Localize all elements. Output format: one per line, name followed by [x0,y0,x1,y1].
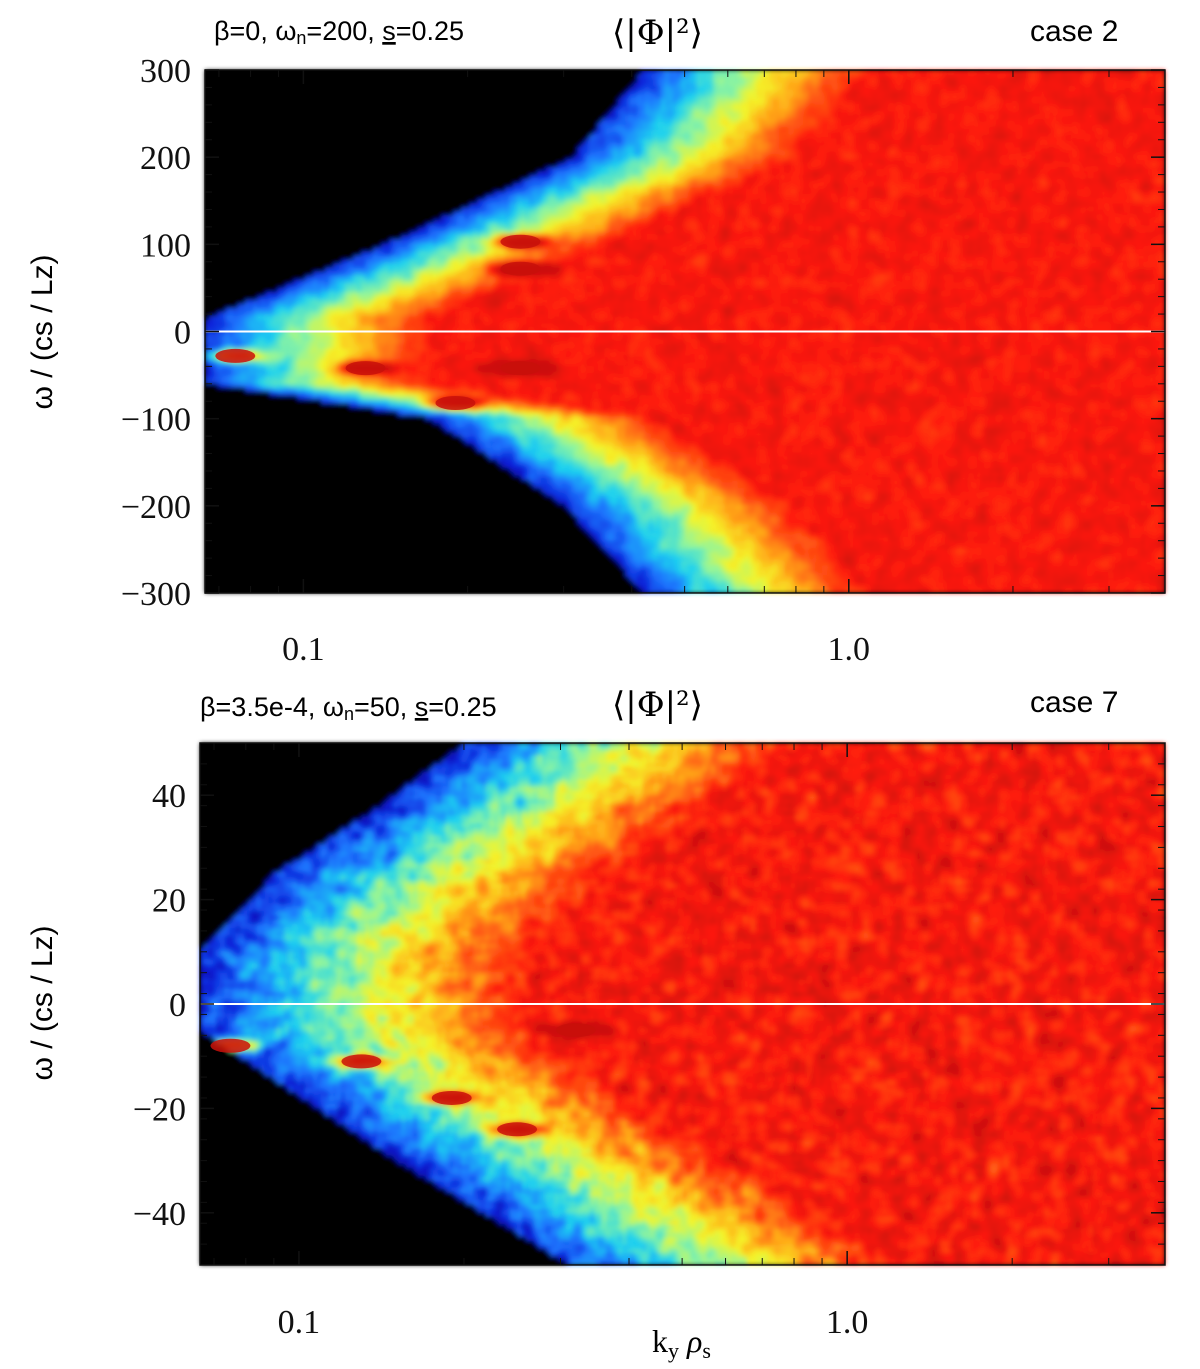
x-tick-label: 1.0 [826,1304,869,1341]
x-tick-label: 0.1 [282,631,325,668]
spectral-peak [215,348,256,363]
y-tick-label: −300 [121,576,191,613]
y-tick-label: 0 [174,315,191,352]
y-tick-label: −40 [133,1196,186,1233]
panel-2-quantity: ⟨|Φ|²⟩ [612,685,703,725]
panel-2-plot-area [200,743,1165,1265]
panel-2-case-label: case 7 [1030,686,1118,719]
x-tick-label: 1.0 [828,631,871,668]
panel-1-case-label: case 2 [1030,15,1118,48]
spectral-peak [500,234,541,249]
x-tick-label: 0.1 [278,1304,321,1341]
panel-1-quantity: ⟨|Φ|²⟩ [612,13,703,53]
spectral-peak [555,1023,596,1038]
spectral-peak [345,361,386,376]
y-tick-label: 40 [152,778,186,815]
spectral-peak [500,361,541,376]
y-tick-label: 200 [140,140,191,177]
panel-1-ylabel: ω / (cs / Lz) [26,254,59,409]
panel-case-2: β=0, ωn=200, s=0.25 ⟨|Φ|²⟩ case 2 ω / (c… [26,13,1166,668]
panel-case-7: β=3.5e-4, ωn=50, s=0.25 ⟨|Φ|²⟩ case 7 ω … [26,685,1166,1363]
panel-2-header: β=3.5e-4, ωn=50, s=0.25 [200,692,497,724]
panel-2-ylabel: ω / (cs / Lz) [26,925,59,1080]
panel-1-plot-area [205,70,1165,593]
y-tick-label: 20 [152,883,186,920]
spectral-peak [431,1090,472,1105]
panel-2-axes: 40 20 0 −20 −40 0.1 1.0 [133,742,1166,1341]
y-tick-label: −20 [133,1091,186,1128]
spectral-peak [435,395,476,410]
panel-1-header: β=0, ωn=200, s=0.25 [214,16,464,48]
y-tick-label: −100 [121,402,191,439]
spectral-peak [341,1054,382,1069]
y-tick-label: 100 [140,227,191,264]
spectral-peak [210,1038,251,1053]
panel-2-xlabel: ky ρs [652,1323,711,1363]
spectral-peak [497,1122,538,1137]
spectral-peak [500,261,541,276]
panel-1-axes: 300 200 100 0 −100 −200 −300 0.1 1.0 [121,53,1166,668]
y-tick-label: 300 [140,53,191,90]
y-tick-label: −200 [121,489,191,526]
y-tick-label: 0 [169,987,186,1024]
